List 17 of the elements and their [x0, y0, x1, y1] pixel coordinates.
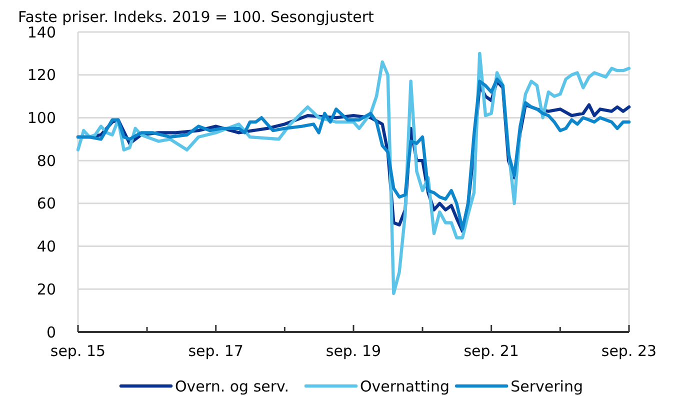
legend-label: Overnatting: [360, 377, 450, 396]
y-tick-label: 20: [36, 280, 56, 298]
x-tick-label: sep. 21: [464, 342, 519, 360]
legend-label: Overn. og serv.: [175, 377, 290, 396]
y-tick-label: 0: [46, 323, 56, 342]
y-tick-label: 80: [36, 152, 56, 170]
chart-title: Faste priser. Indeks. 2019 = 100. Sesongjustert: [18, 8, 374, 26]
x-tick-label: sep. 15: [50, 342, 106, 360]
y-tick-label: 140: [27, 23, 56, 42]
x-tick-label: sep. 17: [188, 342, 244, 360]
x-tick-label: sep. 19: [326, 342, 382, 360]
legend-label: Servering: [510, 377, 583, 396]
y-tick-label: 120: [27, 66, 56, 84]
y-tick-label: 60: [36, 194, 56, 213]
x-tick-label: sep. 23: [601, 342, 657, 360]
y-tick-label: 100: [27, 108, 56, 127]
y-tick-label: 40: [36, 238, 56, 256]
